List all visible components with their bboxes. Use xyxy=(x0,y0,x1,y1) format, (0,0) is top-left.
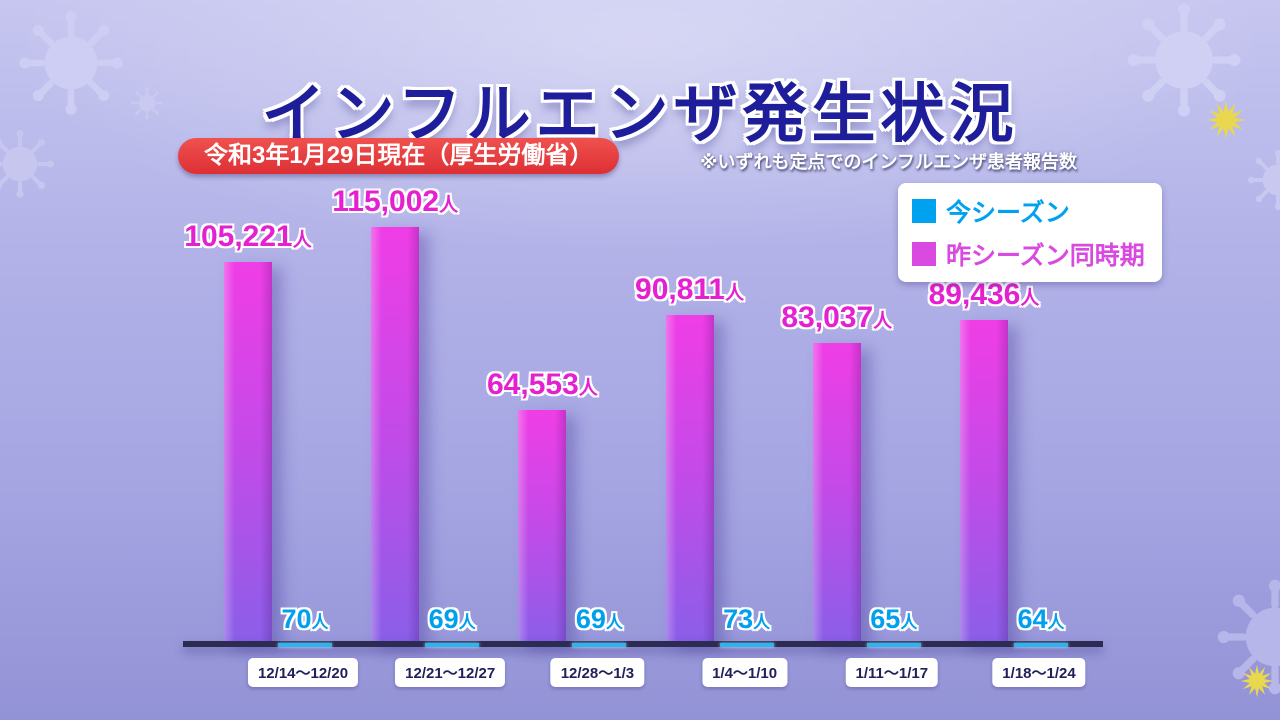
legend-label: 昨シーズン同時期 xyxy=(946,242,1145,270)
x-axis-label: 1/4～1/10 xyxy=(702,658,788,687)
date-source-badge: 令和3年1月29日現在（厚生労働省） xyxy=(178,138,620,174)
bar-this-season xyxy=(278,643,332,647)
bar-value-this-season: 73人 xyxy=(723,604,771,634)
legend-row-this-season: 今シーズン xyxy=(912,193,1148,229)
x-axis-label: 12/21～12/27 xyxy=(395,658,506,687)
bar-this-season xyxy=(866,643,921,647)
legend-swatch xyxy=(912,242,936,266)
page-title: インフルエンザ発生状況 xyxy=(261,77,1019,150)
bar-value-this-season: 69人 xyxy=(428,604,476,634)
chart-legend: 今シーズン 昨シーズン同時期 xyxy=(898,183,1162,282)
legend-label: 今シーズン xyxy=(946,199,1070,227)
bar-value-last-season: 83,037人 xyxy=(781,301,893,334)
x-axis-label: 1/18～1/24 xyxy=(992,658,1086,687)
bar-last-season xyxy=(518,410,567,644)
bar-this-season xyxy=(425,643,480,647)
bar-value-last-season: 90,811人 xyxy=(635,273,745,306)
bar-last-season xyxy=(665,315,714,644)
bar-value-last-season: 89,436人 xyxy=(928,278,1040,311)
bar-this-season xyxy=(1014,643,1068,647)
footnote: ※いずれも定点でのインフルエンザ患者報告数 xyxy=(700,152,1077,172)
bar-value-this-season: 69人 xyxy=(575,604,623,634)
bar-this-season xyxy=(572,643,627,647)
bar-value-this-season: 65人 xyxy=(870,604,918,634)
bar-last-season xyxy=(224,262,272,644)
bar-last-season xyxy=(960,320,1008,644)
bar-value-this-season: 70人 xyxy=(281,604,329,634)
bar-last-season xyxy=(371,227,420,644)
legend-swatch xyxy=(912,199,936,223)
bar-value-this-season: 64人 xyxy=(1017,604,1065,634)
bar-value-last-season: 105,221人 xyxy=(184,220,312,253)
bar-this-season xyxy=(719,643,774,647)
x-axis-label: 1/11～1/17 xyxy=(845,658,939,687)
x-axis-label: 12/28～1/3 xyxy=(550,658,645,687)
legend-row-last-season: 昨シーズン同時期 xyxy=(912,236,1148,272)
x-axis-baseline xyxy=(183,641,1103,647)
bar-last-season xyxy=(812,343,861,644)
bar-value-last-season: 115,002人 xyxy=(332,185,459,218)
bar-value-last-season: 64,553人 xyxy=(487,368,598,401)
x-axis-label: 12/14～12/20 xyxy=(247,658,359,687)
